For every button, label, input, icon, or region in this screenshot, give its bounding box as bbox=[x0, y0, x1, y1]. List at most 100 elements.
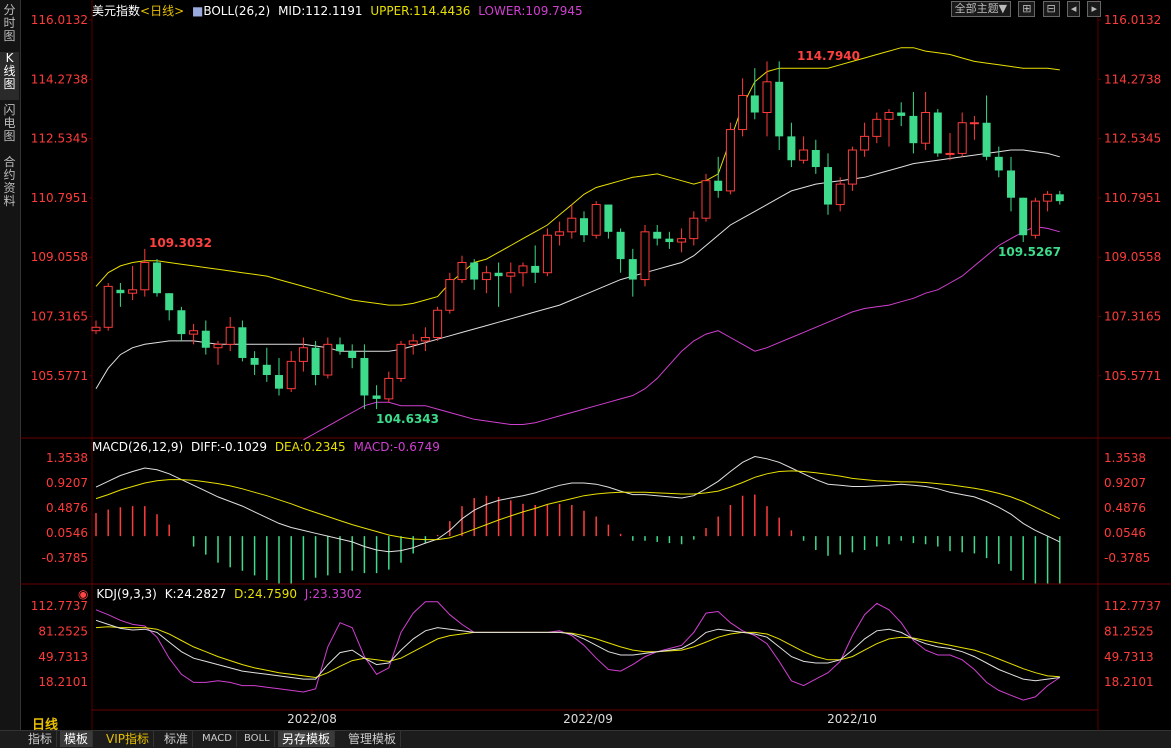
candle-body bbox=[165, 293, 174, 311]
candle-body bbox=[420, 337, 430, 342]
candle-body bbox=[921, 112, 931, 144]
macd-header: MACD(26,12,9) DIFF:-0.1029 DEA:0.2345 MA… bbox=[92, 440, 444, 454]
kdj-panel bbox=[95, 601, 1061, 701]
tab-timeshare[interactable]: 分时图 bbox=[3, 3, 16, 43]
price-tick-label: 110.7951 bbox=[31, 191, 88, 205]
candle-body bbox=[213, 343, 223, 349]
candle-body bbox=[91, 326, 101, 332]
candle-body bbox=[506, 272, 516, 277]
kdj-tick-label: 112.7737 bbox=[1104, 599, 1161, 613]
chart-toolbar: 全部主题▼ ⊞ ⊟ ◂ ▸ bbox=[949, 1, 1101, 20]
tab-macd[interactable]: MACD bbox=[198, 731, 237, 747]
zoom-out-icon[interactable]: ⊟ bbox=[1042, 1, 1060, 17]
macd-tick-label: -0.3785 bbox=[1104, 551, 1150, 565]
macd-tick-label: -0.3785 bbox=[42, 551, 88, 565]
period-label[interactable]: 日线 bbox=[32, 718, 59, 733]
macd-tick-label: 0.4876 bbox=[46, 501, 88, 515]
candle-body bbox=[714, 180, 723, 191]
kdj-header: ◉ KDJ(9,3,3) K:24.2827 D:24.7590 J:23.33… bbox=[78, 587, 366, 601]
macd-dea-line bbox=[95, 470, 1061, 541]
kdj-tick-label: 18.2101 bbox=[38, 675, 88, 689]
theme-select[interactable]: 全部主题▼ bbox=[950, 1, 1012, 17]
boll-upper: UPPER:114.4436 bbox=[370, 4, 471, 18]
zoom-in-icon[interactable]: ⊞ bbox=[1018, 1, 1036, 17]
kdj-tick-label: 112.7737 bbox=[31, 599, 88, 613]
chart-canvas[interactable]: 116.0132 116.0132 114.2738 114.2738 112.5345… bbox=[20, 0, 1171, 730]
price-tick-label: 110.7951 bbox=[1104, 191, 1161, 205]
candle-body bbox=[701, 180, 711, 219]
candle-body bbox=[542, 234, 552, 274]
kdj-k-line bbox=[95, 619, 1060, 682]
low-price-label: 104.6343 bbox=[376, 412, 439, 426]
candle-body bbox=[348, 351, 357, 358]
kdj-k-value: K:24.2827 bbox=[164, 587, 227, 601]
candle-body bbox=[653, 231, 662, 239]
price-tick-label: 112.5345 bbox=[31, 132, 88, 146]
price-tick-label: 107.3165 bbox=[1104, 310, 1161, 324]
macd-tick-label: 0.4876 bbox=[1104, 501, 1146, 515]
bottom-template-bar: 指标 模板 VIP指标 标准 MACD BOLL 另存模板 管理模板 bbox=[0, 730, 1171, 748]
candle-body bbox=[725, 129, 735, 192]
tab-standard[interactable]: 标准 bbox=[160, 731, 194, 747]
candle-body bbox=[847, 149, 857, 185]
candle-body bbox=[835, 183, 845, 206]
tab-contract-info[interactable]: 合约资料 bbox=[3, 155, 16, 208]
candle-body bbox=[286, 360, 296, 390]
kdj-d-line bbox=[95, 626, 1060, 679]
arrow-left-icon[interactable]: ◂ bbox=[1066, 1, 1081, 17]
candle-body bbox=[604, 204, 613, 232]
candle-body bbox=[860, 135, 870, 151]
tab-flash[interactable]: 闪电图 bbox=[3, 103, 16, 143]
candle-body bbox=[189, 330, 199, 335]
period-tag[interactable]: <日线> bbox=[140, 4, 185, 18]
price-tick-label: 112.5345 bbox=[1104, 132, 1161, 146]
candle-body bbox=[787, 136, 796, 161]
candle-body bbox=[933, 112, 942, 154]
tab-template[interactable]: 模板 bbox=[60, 731, 94, 747]
arrow-right-icon[interactable]: ▸ bbox=[1087, 1, 1101, 17]
candle-body bbox=[384, 377, 394, 400]
candle-body bbox=[372, 395, 381, 399]
tab-manage-template[interactable]: 管理模板 bbox=[344, 731, 402, 747]
macd-value: MACD:-0.6749 bbox=[353, 440, 440, 454]
candle-body bbox=[909, 115, 918, 144]
candle-body bbox=[262, 364, 271, 376]
candle-body bbox=[518, 265, 528, 274]
tab-vip-indicator[interactable]: VIP指标 bbox=[102, 731, 154, 747]
candle-body bbox=[250, 357, 259, 365]
x-axis-label: 2022/10 bbox=[827, 712, 877, 726]
tab-indicator[interactable]: 指标 bbox=[24, 731, 58, 747]
price-tick-label: 114.2738 bbox=[1104, 72, 1161, 86]
candle-body bbox=[982, 122, 991, 157]
candle-body bbox=[494, 272, 503, 277]
square-icon: ■ bbox=[191, 4, 204, 18]
candle-body bbox=[580, 218, 588, 236]
candle-body bbox=[872, 118, 882, 137]
settings-dot-icon[interactable]: ◉ bbox=[78, 587, 89, 601]
candle-body bbox=[275, 375, 283, 389]
candle-body bbox=[408, 340, 418, 345]
candle-body bbox=[470, 262, 479, 280]
candle-body bbox=[775, 81, 784, 137]
candle-body bbox=[945, 152, 955, 155]
kdj-j-value: J:23.3302 bbox=[304, 587, 363, 601]
macd-dea-value: DEA:0.2345 bbox=[274, 440, 346, 454]
tab-save-as-template[interactable]: 另存模板 bbox=[278, 731, 336, 747]
candle-body bbox=[445, 279, 455, 311]
tab-boll[interactable]: BOLL bbox=[240, 731, 275, 747]
boll-name: BOLL(26,2) bbox=[203, 4, 271, 18]
candle-body bbox=[140, 262, 150, 291]
tab-kline[interactable]: K线图 bbox=[0, 52, 19, 100]
candle-body bbox=[824, 167, 832, 205]
candle-body bbox=[481, 272, 491, 281]
kdj-tick-label: 49.7313 bbox=[38, 650, 88, 664]
boll-lower-line bbox=[303, 226, 1060, 441]
candle-body bbox=[433, 309, 443, 339]
candle-body bbox=[994, 156, 1003, 171]
candle-body bbox=[336, 344, 344, 352]
price-tick-label: 105.5771 bbox=[1104, 369, 1161, 383]
candle-body bbox=[225, 326, 235, 345]
candle-body bbox=[1007, 170, 1015, 198]
axis-labels: 116.0132 116.0132 114.2738 114.2738 112.5345… bbox=[31, 13, 1162, 726]
price-tick-label: 109.0558 bbox=[1104, 250, 1161, 264]
